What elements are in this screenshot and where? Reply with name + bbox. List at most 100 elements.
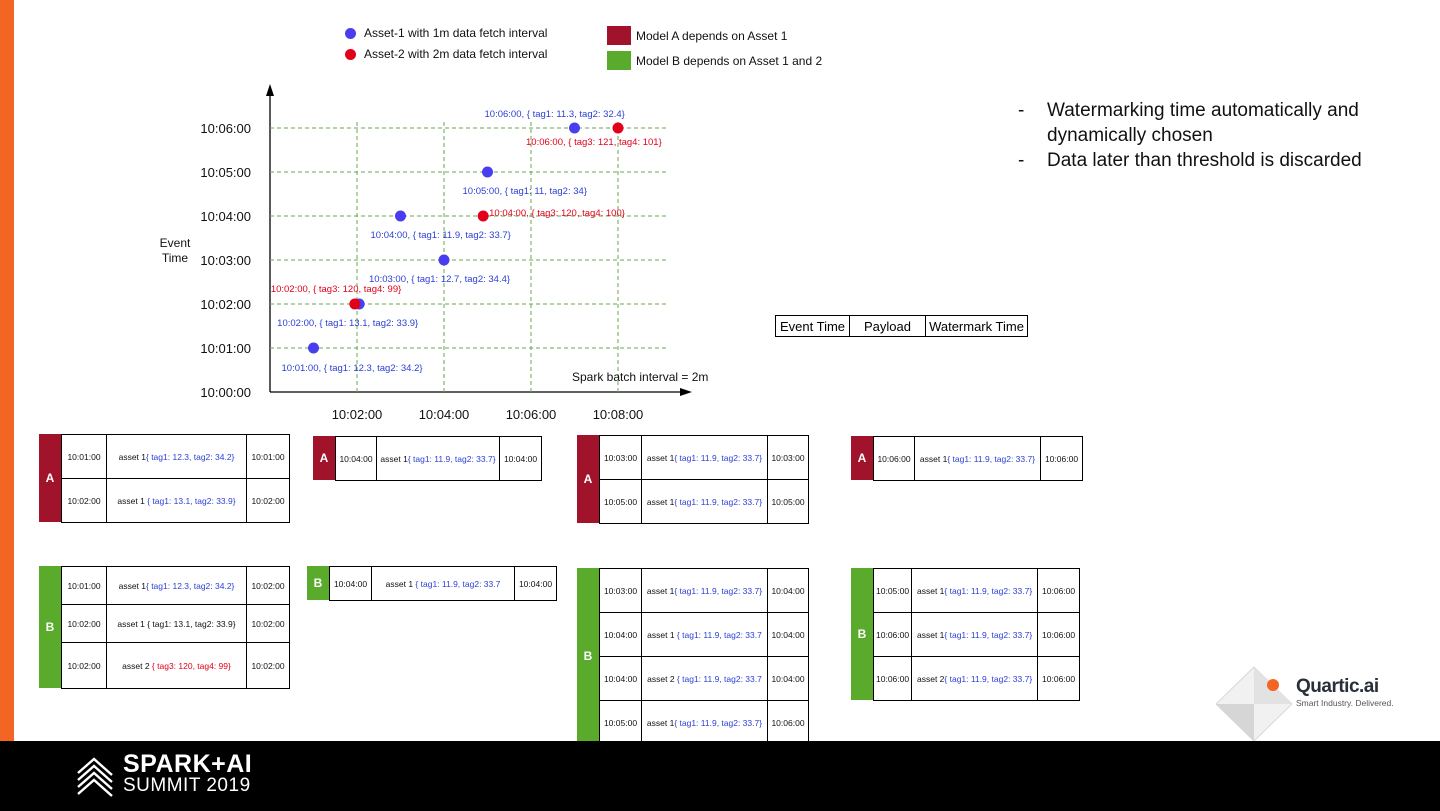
event-time-cell: 10:06:00 (872, 656, 913, 701)
payload-value: { tag3: 120, tag4: 99} (151, 660, 231, 671)
payload-value: { tag1: 11.9, tag2: 33.7} (674, 717, 763, 728)
table-row: 10:02:00 asset 1 { tag1: 13.1, tag2: 33.9… (61, 604, 290, 643)
model-a-table: A 10:01:00 asset 1{ tag1: 12.3, tag2: 34.2… (39, 434, 290, 523)
asset2-point (349, 298, 361, 310)
model-b-swatch-icon (607, 51, 631, 70)
table-body: 10:03:00 asset 1{ tag1: 11.9, tag2: 33.7}… (599, 568, 809, 745)
y-tick-label: 10:05:00 (200, 165, 251, 180)
watermark-time-cell: 10:02:00 (246, 604, 290, 643)
point-label: 10:02:00, { tag3: 120, tag4: 99} (271, 284, 401, 295)
legend-asset2-label: Asset-2 with 2m data fetch interval (364, 47, 548, 61)
table-body: 10:04:00 asset 1{ tag1: 11.9, tag2: 33.7}… (335, 436, 542, 481)
watermark-time-cell: 10:04:00 (767, 568, 809, 613)
event-time-cell: 10:04:00 (329, 566, 372, 601)
event-time-cell: 10:04:00 (599, 656, 642, 701)
model-b-table: B 10:05:00 asset 1{ tag1: 11.9, tag2: 33.7… (851, 568, 1081, 701)
table-row: 10:06:00 asset 1{ tag1: 11.9, tag2: 33.7}… (873, 436, 1083, 481)
watermark-time-cell: 10:02:00 (246, 642, 290, 689)
model-label: B (307, 566, 329, 600)
table-row: 10:04:00 asset 1 { tag1: 11.9, tag2: 33.7… (599, 612, 809, 657)
table-row: 10:03:00 asset 1{ tag1: 11.9, tag2: 33.7}… (599, 435, 809, 480)
asset1-point (569, 122, 580, 134)
spark-ai-summit-logo: SPARK+AI SUMMIT 2019 (72, 752, 272, 800)
model-label: A (39, 434, 61, 522)
watermark-time-cell: 10:04:00 (514, 566, 557, 601)
quartic-diamond-icon (1215, 666, 1293, 742)
model-b-table: B 10:03:00 asset 1{ tag1: 11.9, tag2: 33.7… (577, 568, 809, 745)
x-tick-label: 10:08:00 (593, 407, 644, 422)
table-row: 10:02:00 asset 1 { tag1: 13.1, tag2: 33.9… (61, 478, 290, 523)
footer-title: SPARK+AI (123, 750, 253, 778)
asset2-dot-icon (345, 48, 356, 60)
table-row: 10:02:00 asset 2 { tag3: 120, tag4: 99} 10… (61, 642, 290, 689)
y-tick-label: 10:00:00 (200, 385, 251, 400)
model-a-table: A 10:06:00 asset 1{ tag1: 11.9, tag2: 33.7… (851, 436, 1083, 481)
model-b-table: B 10:01:00 asset 1{ tag1: 12.3, tag2: 34.2… (39, 566, 290, 689)
payload-value: { tag1: 11.9, tag2: 33.7} (674, 452, 763, 463)
point-label: 10:02:00, { tag1: 13.1, tag2: 33.9} (277, 318, 418, 329)
asset-name: asset 1 (117, 618, 148, 629)
table-row: 10:04:00 asset 2 { tag1: 11.9, tag2: 33.7… (599, 656, 809, 701)
y-axis-arrow-icon (266, 84, 274, 96)
event-time-cell: 10:03:00 (599, 568, 642, 613)
event-time-cell: 10:05:00 (872, 568, 913, 613)
x-axis-arrow-icon (680, 388, 692, 396)
y-axis-label-line2: Time (162, 251, 189, 265)
watermark-time-cell: 10:03:00 (767, 435, 809, 480)
event-time-cell: 10:03:00 (599, 435, 642, 480)
point-label: 10:06:00, { tag3: 121, tag4: 101} (526, 137, 662, 148)
model-a-table: A 10:03:00 asset 1{ tag1: 11.9, tag2: 33.7… (577, 435, 809, 524)
header-watermark-time: Watermark Time (925, 315, 1028, 337)
legend-model-b: Model B depends on Asset 1 and 2 (607, 51, 822, 70)
payload-cell: asset 1{ tag1: 11.9, tag2: 33.7} (911, 612, 1039, 657)
legend-model-a-label: Model A depends on Asset 1 (636, 28, 788, 43)
event-time-cell: 10:02:00 (61, 642, 107, 689)
quartic-logo: Quartic.ai Smart Industry. Delivered. (1214, 665, 1424, 743)
model-a-swatch-icon (607, 26, 631, 45)
bullet-item: - Data later than threshold is discarded (1018, 150, 1362, 171)
payload-cell: asset 1{ tag1: 11.9, tag2: 33.7} (641, 568, 768, 613)
watermark-time-cell: 10:06:00 (1040, 436, 1083, 481)
asset-name: asset 1 (917, 629, 945, 640)
table-row: 10:01:00 asset 1{ tag1: 12.3, tag2: 34.2}… (61, 434, 290, 479)
payload-cell: asset 1{ tag1: 11.9, tag2: 33.7} (914, 436, 1041, 481)
asset-name: asset 1 (646, 452, 675, 463)
asset1-point (395, 210, 406, 222)
table-row: 10:05:00 asset 1{ tag1: 11.9, tag2: 33.7}… (599, 479, 809, 524)
watermark-time-cell: 10:05:00 (767, 479, 809, 524)
table-row: 10:04:00 asset 1{ tag1: 11.9, tag2: 33.7}… (335, 436, 542, 481)
point-label: 10:04:00, { tag3: 120, tag4: 100} (489, 208, 625, 219)
asset1-dot-icon (345, 27, 356, 39)
table-body: 10:03:00 asset 1{ tag1: 11.9, tag2: 33.7}… (599, 435, 809, 524)
event-time-cell: 10:04:00 (599, 612, 642, 657)
bullet-text: Watermarking time automatically and dyna… (1047, 100, 1359, 146)
payload-value: { tag1: 11.9, tag2: 33.7} (407, 453, 496, 464)
y-axis-label-line1: Event (160, 236, 191, 250)
table-body: 10:06:00 asset 1{ tag1: 11.9, tag2: 33.7}… (873, 436, 1083, 481)
payload-value: { tag1: 11.9, tag2: 33.7 (676, 629, 762, 640)
x-tick-label: 10:06:00 (506, 407, 557, 422)
payload-cell: asset 2 { tag1: 11.9, tag2: 33.7 (641, 656, 768, 701)
asset-name: asset 1 (919, 453, 948, 464)
batch-interval-annotation: Spark batch interval = 2m (572, 370, 708, 384)
footer-subtitle: SUMMIT 2019 (123, 775, 251, 796)
y-tick-label: 10:04:00 (200, 209, 251, 224)
asset-name: asset 1 (380, 453, 408, 464)
watermark-time-cell: 10:04:00 (499, 436, 542, 481)
payload-value: { tag1: 11.9, tag2: 33.7} (674, 496, 763, 507)
legend-asset1-label: Asset-1 with 1m data fetch interval (364, 26, 548, 40)
payload-cell: asset 1{ tag1: 12.3, tag2: 34.2} (106, 566, 247, 605)
footer-bar (0, 741, 1440, 811)
event-time-cell: 10:01:00 (61, 566, 107, 605)
event-time-cell: 10:01:00 (61, 434, 107, 479)
payload-cell: asset 2 { tag3: 120, tag4: 99} (106, 642, 247, 689)
payload-value: { tag1: 11.9, tag2: 33.7 (415, 578, 501, 589)
asset2-point (612, 122, 624, 134)
model-a-table: A 10:04:00 asset 1{ tag1: 11.9, tag2: 33.7… (313, 436, 542, 481)
watermark-time-cell: 10:04:00 (767, 612, 809, 657)
point-label: 10:03:00, { tag1: 12.7, tag2: 34.4} (369, 274, 510, 285)
payload-value: { tag1: 12.3, tag2: 34.2} (146, 451, 235, 462)
payload-cell: asset 1{ tag1: 11.9, tag2: 33.7} (641, 700, 768, 745)
model-label: B (851, 568, 873, 700)
